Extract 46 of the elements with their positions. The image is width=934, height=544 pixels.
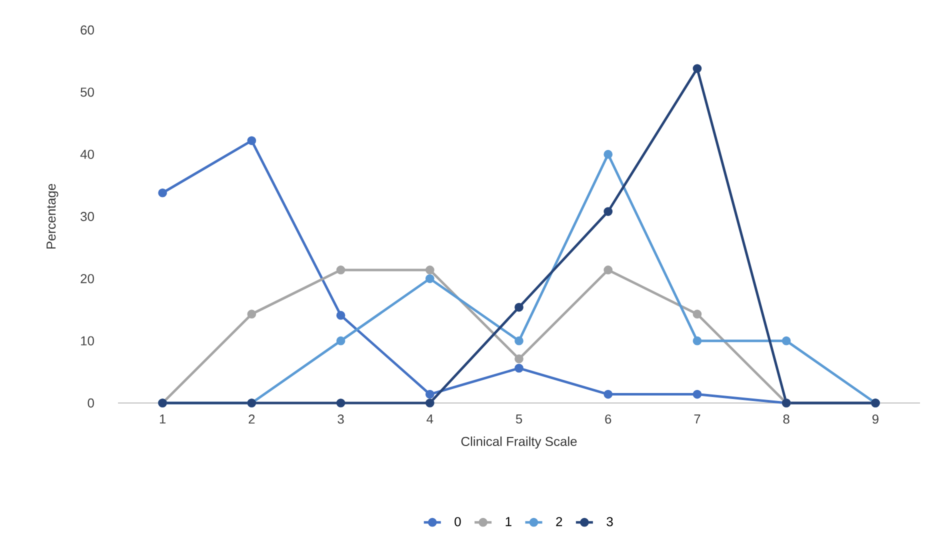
point xyxy=(604,390,613,399)
y-tick-label: 10 xyxy=(81,336,94,346)
x-tick-label: 7 xyxy=(694,414,700,424)
y-tick-label: 30 xyxy=(80,212,94,222)
point xyxy=(336,336,346,346)
point xyxy=(692,64,702,73)
point xyxy=(514,336,524,346)
x-tick-label: 1 xyxy=(160,414,166,424)
y-tick-label: 60 xyxy=(80,25,94,35)
point xyxy=(604,207,613,216)
y-axis-title: Percentage xyxy=(46,184,58,249)
point xyxy=(425,390,434,399)
x-tick-label: 9 xyxy=(872,414,878,424)
point xyxy=(425,266,434,274)
point xyxy=(158,188,167,198)
y-tick-label: 20 xyxy=(80,274,94,284)
point xyxy=(247,136,256,146)
point xyxy=(514,354,524,364)
point xyxy=(514,302,524,312)
point xyxy=(514,364,524,373)
legend-label: 1 xyxy=(506,517,512,526)
x-tick-label: 5 xyxy=(516,414,522,424)
x-tick-label: 6 xyxy=(605,414,612,424)
legend-label: 2 xyxy=(556,517,562,526)
legend-label: 3 xyxy=(606,517,613,526)
point xyxy=(247,310,256,319)
x-tick-label: 3 xyxy=(338,414,344,424)
point xyxy=(692,390,702,399)
point xyxy=(425,398,434,408)
x-tick-label: 8 xyxy=(783,414,790,424)
y-tick-label: 0 xyxy=(88,398,94,408)
point xyxy=(336,310,346,320)
x-tick-label: 2 xyxy=(248,414,255,424)
point xyxy=(604,150,613,159)
point xyxy=(692,310,702,319)
legend-label: 0 xyxy=(454,517,461,526)
x-tick-label: 4 xyxy=(426,414,434,424)
y-tick-label: 40 xyxy=(80,150,94,159)
point xyxy=(336,398,346,408)
y-tick-label: 50 xyxy=(80,88,94,97)
point xyxy=(782,336,791,346)
point xyxy=(425,274,434,284)
point xyxy=(692,336,702,346)
point xyxy=(604,266,613,274)
x-axis-title: Clinical Frailty Scale xyxy=(461,436,577,449)
point xyxy=(336,266,346,274)
